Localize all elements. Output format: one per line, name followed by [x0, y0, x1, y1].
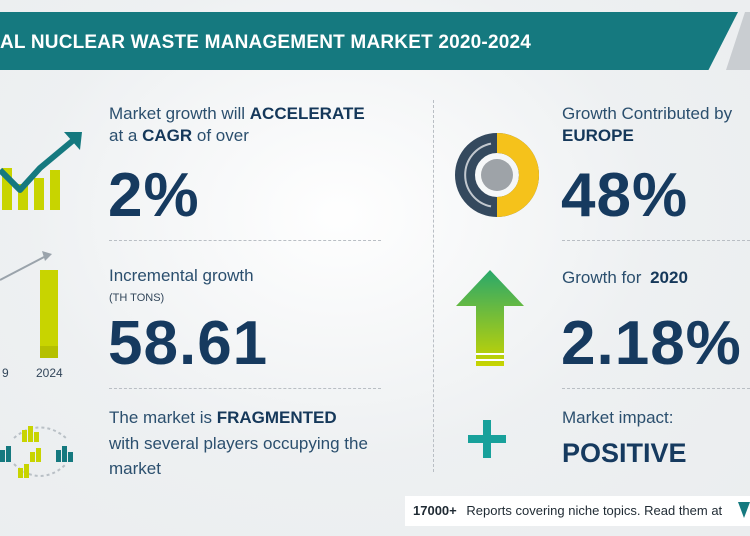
impact-value: POSITIVE [562, 438, 687, 468]
fragmented-line1: The market is FRAGMENTED [109, 408, 337, 428]
title-banner [0, 12, 738, 70]
page-title: AL NUCLEAR WASTE MANAGEMENT MARKET 2020-… [0, 32, 532, 53]
right-divider-2 [562, 388, 750, 389]
fragmented-line2: with several players occupying the [109, 434, 368, 453]
bar-label-start: 9 [2, 366, 9, 380]
footer-count: 17000+ [413, 503, 457, 518]
cagr-line1: Market growth will ACCELERATE [109, 104, 365, 124]
cagr-value: 2% [108, 161, 200, 230]
up-arrow-icon [456, 270, 524, 366]
region-name: EUROPE [562, 126, 634, 146]
cagr-line2-bold: CAGR [142, 126, 193, 145]
incremental-bars-icon [0, 251, 58, 358]
fragmented-line1-bold: FRAGMENTED [216, 408, 337, 427]
growth-chart-icon [0, 132, 82, 210]
cagr-line2: at a CAGR of over [109, 126, 249, 146]
incremental-unit: (TH TONS) [109, 292, 165, 304]
region-label: Growth Contributed by [562, 104, 733, 123]
plus-icon [468, 420, 506, 458]
yoy-line: Growth for 2020 [562, 268, 688, 288]
right-divider-1 [562, 240, 750, 241]
yoy-value: 2.18% [561, 309, 742, 378]
donut-chart-icon [455, 133, 539, 217]
impact-label: Market impact: [562, 408, 674, 427]
yoy-year: 2020 [650, 268, 688, 287]
cagr-line2-suffix: of over [196, 126, 249, 145]
column-divider [433, 100, 434, 472]
cagr-line1-bold: ACCELERATE [249, 104, 365, 123]
cagr-line1-prefix: Market growth will [109, 104, 246, 123]
region-name-text: EUROPE [562, 126, 634, 145]
fragmented-line1-prefix: The market is [109, 408, 212, 427]
footer-text: 17000+ Reports covering niche topics. Re… [413, 503, 722, 518]
yoy-label: Growth for [562, 268, 642, 287]
region-value: 48% [561, 161, 689, 230]
bar-label-end: 2024 [36, 366, 63, 380]
footer-bar [405, 496, 750, 526]
incremental-label: Incremental growth [109, 266, 254, 285]
fragmented-line3: market [109, 459, 161, 478]
left-divider-2 [109, 388, 381, 389]
incremental-value: 58.61 [108, 309, 269, 378]
fragmented-market-icon [0, 426, 73, 478]
brand-logo-icon [738, 502, 750, 518]
footer-message: Reports covering niche topics. Read them… [466, 503, 723, 518]
left-divider-1 [109, 240, 381, 241]
cagr-line2-prefix: at a [109, 126, 138, 145]
